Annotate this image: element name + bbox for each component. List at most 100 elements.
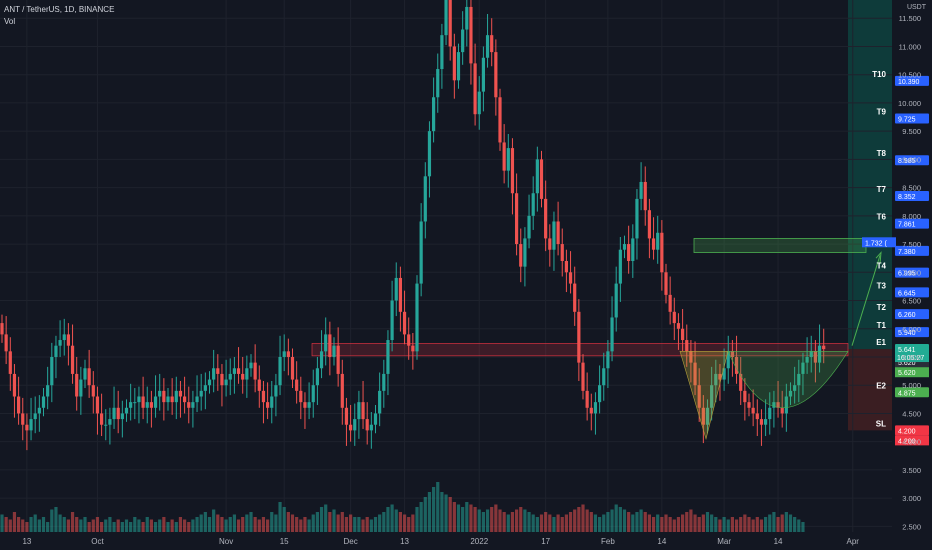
x-tick-label: 17 [541, 537, 550, 546]
level-name-t10: T10 [872, 70, 886, 79]
volume-bar [187, 522, 191, 532]
volume-bar [353, 517, 357, 532]
volume-bar [722, 517, 726, 532]
volume-bar [548, 514, 552, 532]
price-label-t3 [895, 287, 929, 298]
countdown-badge [895, 353, 929, 363]
candle-body [62, 334, 66, 341]
volume-bar [444, 494, 448, 532]
candle-body [647, 210, 651, 239]
volume-bar [602, 514, 606, 532]
candle-body [523, 238, 527, 267]
y-tick-label: 9.000 [902, 155, 921, 164]
volume-bar [635, 512, 639, 532]
volume-bar [477, 509, 481, 532]
volume-bar [195, 517, 199, 532]
price-label-text: 4.200 [898, 428, 916, 435]
volume-bar [448, 497, 452, 532]
candle-body [610, 317, 614, 352]
pattern-left-cup [679, 351, 729, 440]
volume-bar [788, 514, 793, 532]
price-label-sl [895, 425, 929, 436]
volume-bar [531, 514, 535, 532]
volume-bar [183, 519, 187, 532]
candle-body [398, 277, 402, 312]
price-label-t8 [895, 155, 929, 166]
candle-body [668, 294, 672, 312]
candle-body [627, 244, 631, 261]
candle-body [170, 396, 174, 403]
volume-bar [627, 512, 631, 532]
candle-body [631, 238, 635, 261]
volume-bar [415, 507, 419, 532]
x-tick-label: 15 [280, 537, 289, 546]
candle-body [402, 311, 407, 335]
volume-bar [191, 519, 195, 532]
candle-body [639, 181, 643, 199]
y-tick-label: 8.500 [902, 184, 921, 193]
price-label-text: 8.985 [898, 158, 916, 165]
candle-body [166, 396, 170, 403]
candle-body [21, 413, 25, 425]
volume-bar [91, 519, 95, 532]
volume-bar [241, 517, 245, 532]
volume-bar [75, 517, 79, 532]
volume-bar [490, 507, 494, 532]
y-tick-label: 6.000 [902, 325, 921, 334]
volume-bar [282, 507, 286, 532]
volume-bar [598, 517, 602, 532]
volume-bar [87, 522, 91, 532]
volume-bar [614, 504, 618, 532]
candle-body [465, 6, 469, 30]
volume-bar [21, 519, 25, 532]
candle-body [324, 334, 328, 352]
price-label-e1 [895, 344, 929, 355]
volume-bar [730, 517, 734, 532]
symbol-title[interactable]: ANT / TetherUS, 1D, BINANCE [4, 5, 115, 14]
candle-body [191, 402, 195, 408]
candle-body [544, 198, 548, 239]
candle-body [199, 390, 203, 397]
volume-bar [494, 504, 498, 532]
candle-body [461, 29, 465, 53]
candle-body [564, 261, 568, 273]
volume-bar [249, 512, 253, 532]
volume-bar [759, 519, 764, 532]
candle-body [801, 362, 805, 374]
volume-bar [456, 504, 461, 532]
candle-body [722, 368, 726, 380]
price-label-text: 6.645 [898, 290, 916, 297]
volume-bar [311, 514, 315, 532]
volume-bar [369, 519, 373, 532]
volume-bar [402, 514, 407, 532]
volume-bar [129, 522, 133, 532]
candle-body [257, 379, 261, 391]
candle-body [664, 272, 668, 295]
volume-bar [668, 517, 672, 532]
candle-body [41, 396, 46, 408]
volume-bar [174, 522, 178, 532]
candle-body [743, 390, 747, 403]
level-name-t9: T9 [877, 107, 887, 116]
candle-body [33, 413, 37, 420]
candle-body [502, 142, 506, 171]
volume-bar [141, 522, 145, 532]
volume-bar [378, 514, 382, 532]
candle-body [299, 390, 303, 403]
volume-bar [398, 512, 402, 532]
candle-body [120, 413, 124, 420]
volume-indicator-label[interactable]: Vol [4, 17, 16, 26]
volume-bar [270, 512, 274, 532]
candle-body [349, 424, 353, 431]
currency-unit: USDT [906, 4, 926, 11]
volume-bar [585, 509, 589, 532]
candle-body [747, 402, 751, 408]
candle-body [12, 373, 17, 397]
candle-body [793, 385, 797, 391]
y-tick-label: 5.500 [902, 353, 921, 362]
candle-body [212, 368, 216, 380]
candle-body [411, 345, 415, 352]
volume-bar [772, 512, 776, 532]
x-tick-label: 13 [400, 537, 409, 546]
